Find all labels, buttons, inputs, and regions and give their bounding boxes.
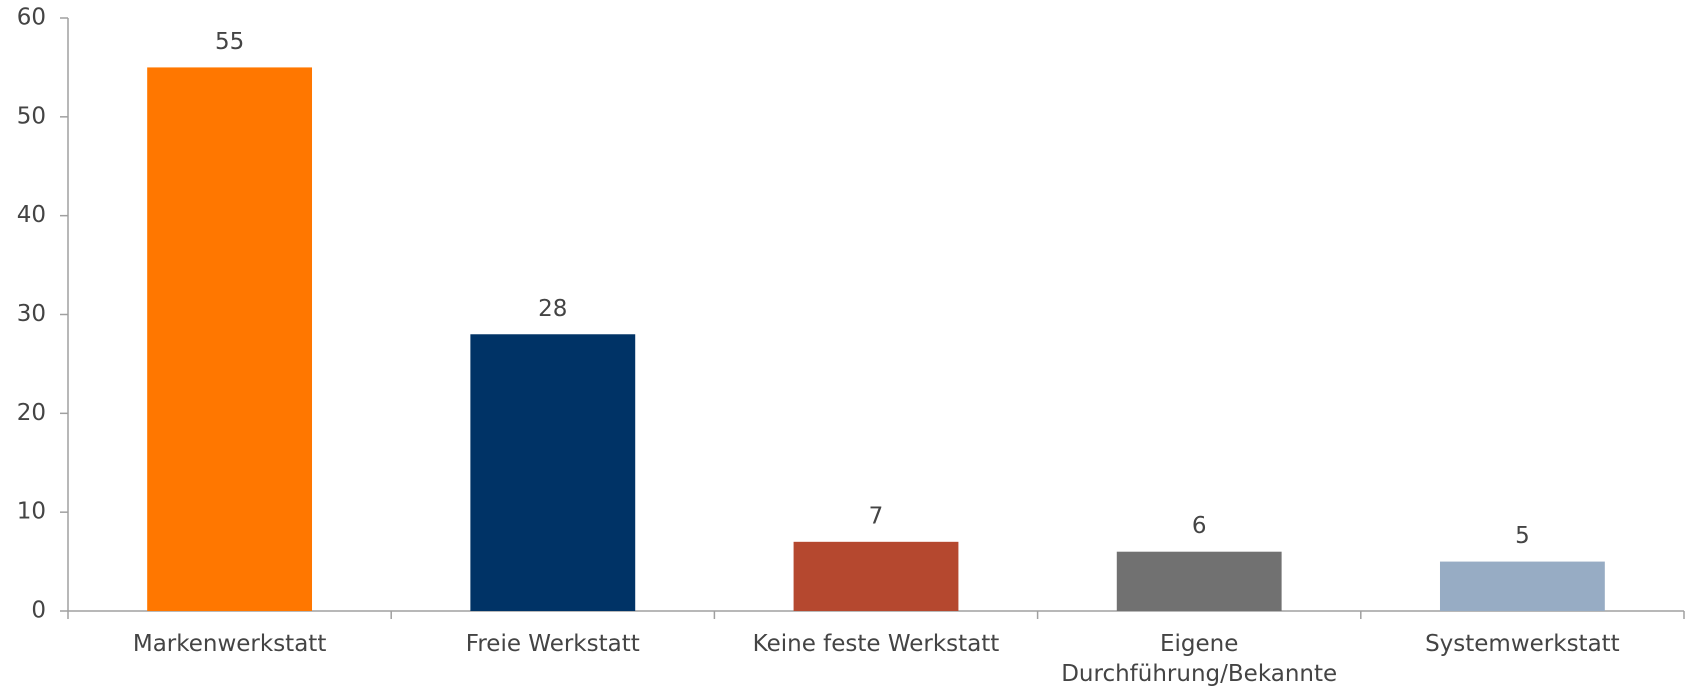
x-tick-label: Markenwerkstatt <box>132 631 327 657</box>
bar <box>1116 551 1282 611</box>
bar <box>1439 561 1605 611</box>
y-tick-label: 10 <box>17 499 46 525</box>
value-label: 55 <box>215 29 244 55</box>
bar <box>147 67 313 611</box>
y-tick-label: 0 <box>31 598 46 624</box>
y-tick-label: 60 <box>17 5 46 31</box>
value-label: 5 <box>1515 523 1530 549</box>
value-label: 7 <box>869 503 884 529</box>
y-tick-label: 30 <box>17 301 46 327</box>
value-label: 28 <box>538 296 567 322</box>
bar <box>793 541 959 611</box>
x-tick-label: Freie Werkstatt <box>465 631 640 657</box>
x-tick-label: Eigene Durchführung/Bekannte <box>1061 631 1338 687</box>
y-tick-label: 20 <box>17 400 46 426</box>
x-tick-label: Keine feste Werkstatt <box>752 631 1000 657</box>
y-tick-label: 40 <box>17 202 46 228</box>
x-tick-label: Systemwerkstatt <box>1425 631 1620 657</box>
y-tick-label: 50 <box>17 103 46 129</box>
bar <box>470 334 636 611</box>
value-label: 6 <box>1192 513 1207 539</box>
